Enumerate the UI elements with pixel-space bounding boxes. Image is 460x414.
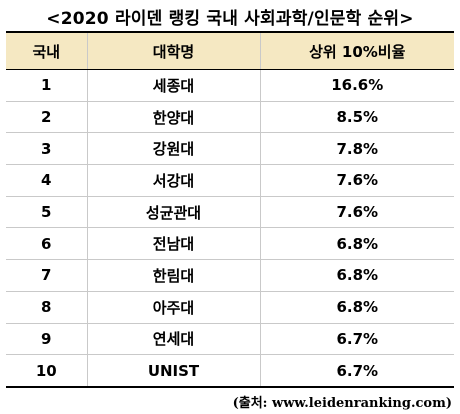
rank-cell: 2 [6, 101, 88, 134]
rank-cell: 9 [6, 323, 88, 356]
ratio-cell: 7.6% [259, 164, 454, 197]
ratio-cell: 6.8% [259, 291, 454, 324]
university-cell: UNIST [86, 354, 261, 388]
table-row: 3 강원대 7.8% [6, 132, 454, 166]
table-row: 10 UNIST 6.7% [6, 354, 454, 388]
header-rank: 국내 [6, 31, 88, 70]
rank-cell: 3 [6, 132, 88, 166]
rank-cell: 1 [6, 69, 88, 102]
university-cell: 전남대 [86, 227, 261, 261]
table-row: 9 연세대 6.7% [6, 323, 454, 356]
header-top10-ratio: 상위 10%비율 [259, 31, 454, 70]
rank-cell: 6 [6, 227, 88, 261]
table-row: 7 한림대 6.8% [6, 259, 454, 292]
table-row: 5 성균관대 7.6% [6, 196, 454, 229]
ranking-table: 국내 대학명 상위 10%비율 1 세종대 16.6% 2 한양대 8.5% 3… [6, 31, 454, 388]
university-cell: 한양대 [86, 101, 261, 134]
rank-cell: 4 [6, 164, 88, 197]
university-cell: 아주대 [86, 291, 261, 324]
university-cell: 세종대 [86, 69, 261, 102]
table-row: 6 전남대 6.8% [6, 227, 454, 261]
university-cell: 성균관대 [86, 196, 261, 229]
ratio-cell: 7.6% [259, 196, 454, 229]
ratio-cell: 7.8% [259, 132, 454, 166]
table-row: 8 아주대 6.8% [6, 291, 454, 324]
page-title: <2020 라이덴 랭킹 국내 사회과학/인문학 순위> [46, 9, 414, 29]
ratio-cell: 8.5% [259, 101, 454, 134]
ratio-cell: 6.7% [259, 354, 454, 388]
university-cell: 연세대 [86, 323, 261, 356]
university-cell: 서강대 [86, 164, 261, 197]
ratio-cell: 6.7% [259, 323, 454, 356]
rank-cell: 5 [6, 196, 88, 229]
ratio-cell: 16.6% [259, 69, 454, 102]
table-row: 4 서강대 7.6% [6, 164, 454, 197]
rank-cell: 7 [6, 259, 88, 292]
ratio-cell: 6.8% [259, 227, 454, 261]
university-cell: 강원대 [86, 132, 261, 166]
rank-cell: 8 [6, 291, 88, 324]
table-row: 1 세종대 16.6% [6, 69, 454, 102]
university-cell: 한림대 [86, 259, 261, 292]
rank-cell: 10 [6, 354, 88, 388]
table-header-row: 국내 대학명 상위 10%비율 [6, 31, 454, 70]
table-row: 2 한양대 8.5% [6, 101, 454, 134]
header-university: 대학명 [86, 31, 261, 70]
ratio-cell: 6.8% [259, 259, 454, 292]
source-note: (출처: www.leidenranking.com) [232, 396, 452, 411]
